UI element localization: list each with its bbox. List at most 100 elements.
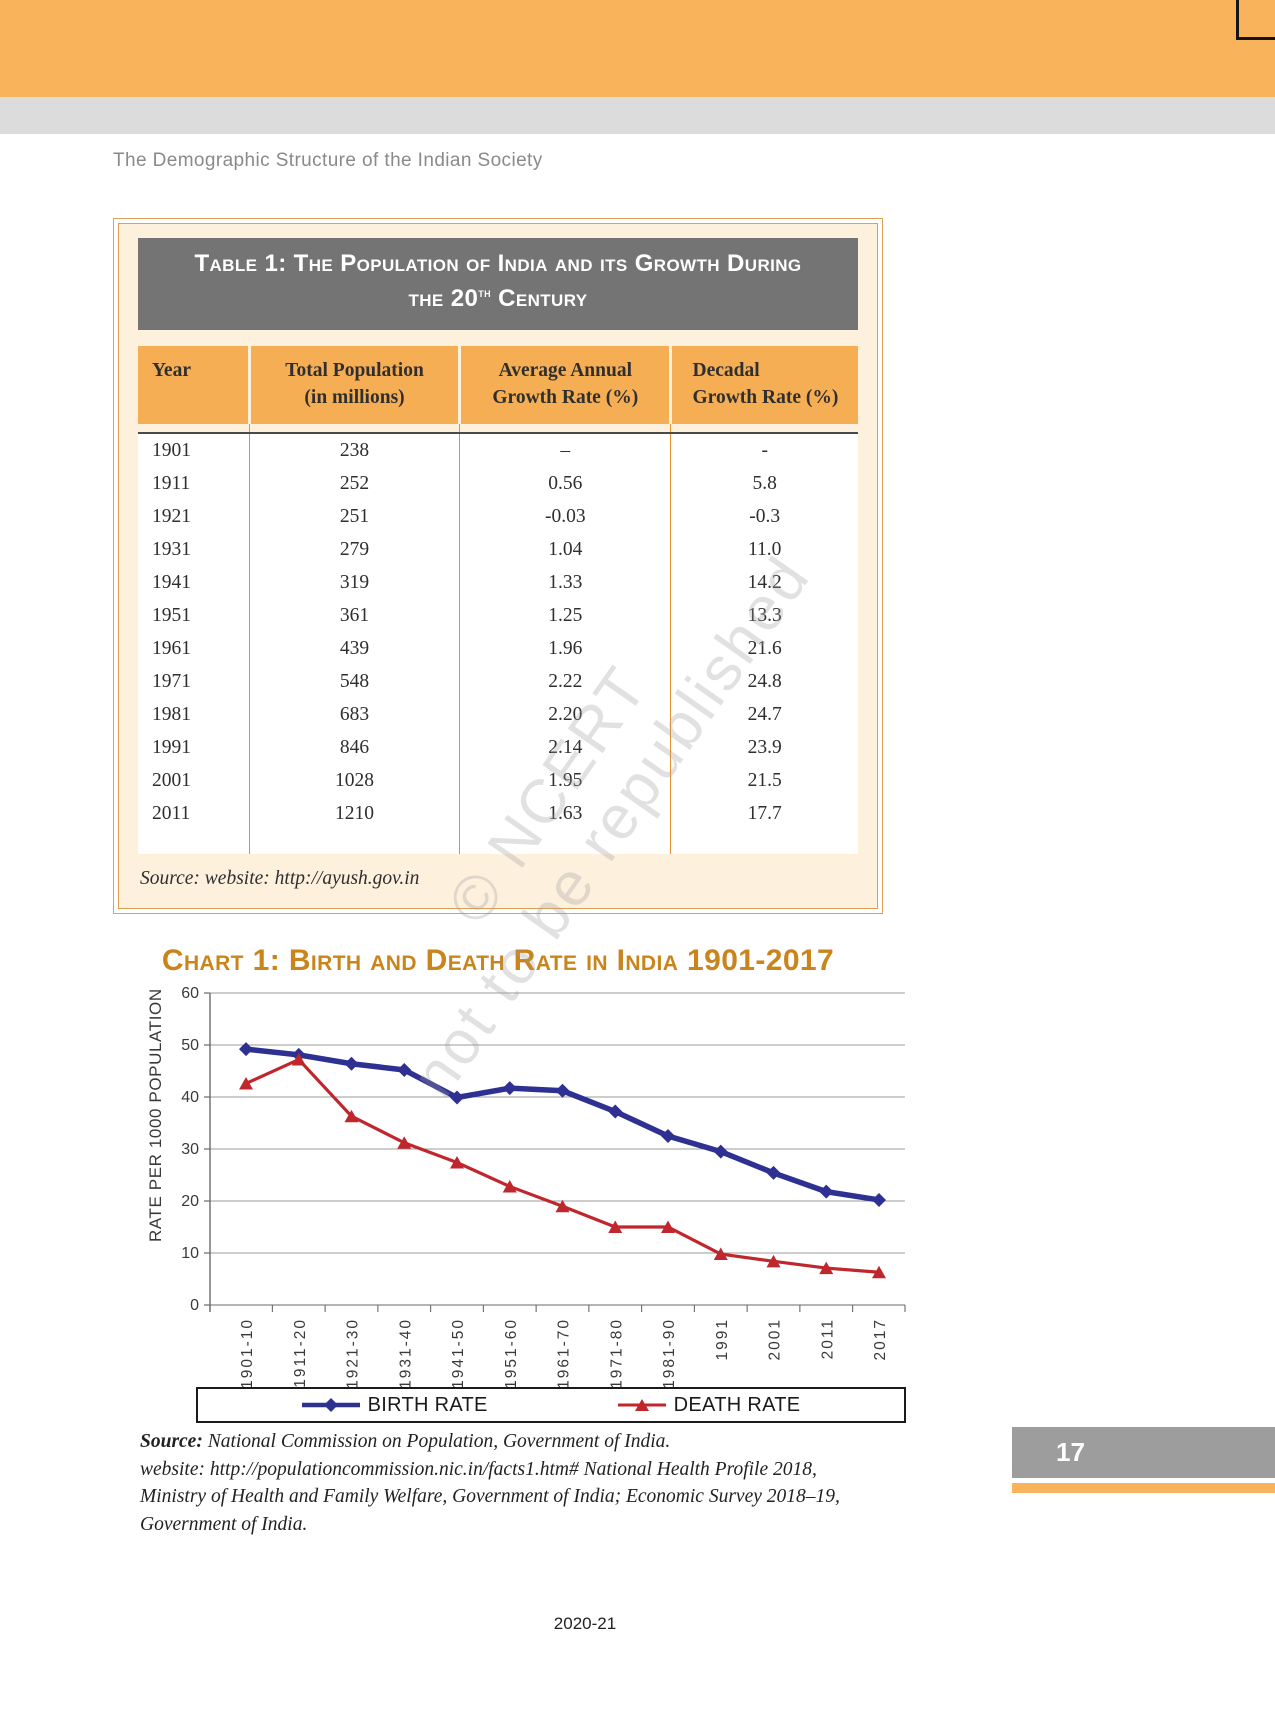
birth-rate-marker-icon <box>301 1398 360 1412</box>
table-title: Table 1: The Population of India and its… <box>138 238 858 330</box>
column-header-decadal-growth: Decadal Growth Rate (%) <box>669 345 858 425</box>
table-row: 1991 846 2.14 23.9 <box>138 731 858 765</box>
table-cell: 17.7 <box>670 797 858 831</box>
table-cell: 2001 <box>138 764 250 798</box>
column-header-year: Year <box>138 345 250 425</box>
table-cell: 279 <box>248 533 460 567</box>
table-cell: 21.6 <box>670 632 858 666</box>
table-cell: 1961 <box>138 632 250 666</box>
table-row: 1921 251 -0.03 -0.3 <box>138 500 858 534</box>
svg-text:1901-10: 1901-10 <box>239 1318 256 1389</box>
table-cell: 1981 <box>138 698 250 732</box>
svg-text:50: 50 <box>181 1037 199 1054</box>
table-cell: 238 <box>248 432 460 468</box>
table-cell: 1971 <box>138 665 250 699</box>
table-cell: 683 <box>248 698 460 732</box>
table-cell <box>459 424 671 434</box>
population-table: Year Total Population (in millions) Avera… <box>138 345 858 855</box>
header-subbar <box>0 97 1275 134</box>
table-row: 1911 252 0.56 5.8 <box>138 467 858 501</box>
table-cell <box>248 424 460 434</box>
table-cell: 13.3 <box>670 599 858 633</box>
birth-rate-legend-label: BIRTH RATE <box>367 1393 488 1416</box>
chart-canvas: 0 10 20 30 40 50 60 1901-10 1911-20 1921-30 1931-4… <box>181 985 906 1389</box>
table-row: 1931 279 1.04 11.0 <box>138 533 858 567</box>
svg-text:20: 20 <box>181 1193 199 1210</box>
table-cell: -0.03 <box>459 500 671 534</box>
svg-text:30: 30 <box>181 1141 199 1158</box>
table-1-box: Table 1: The Population of India and its… <box>113 218 883 915</box>
running-head: The Demographic Structure of the Indian … <box>113 150 543 171</box>
table-cell: – <box>459 432 671 468</box>
population-table-body: 1901 238– -1911 252 0.56 5.8 1921 251 -0.03 -0.3 1… <box>138 424 858 855</box>
table-cell: 2011 <box>138 797 250 831</box>
table-cell: - <box>670 432 858 468</box>
table-cell <box>248 830 460 855</box>
table-row: 1901 238– - <box>138 432 858 468</box>
svg-text:1951-60: 1951-60 <box>503 1318 520 1389</box>
footer-year: 2020-21 <box>553 1614 617 1633</box>
chart-source-line3: Ministry of Health and Family Welfare, G… <box>140 1486 840 1508</box>
table-cell: 1210 <box>248 797 460 831</box>
table-cell: 1.96 <box>459 632 671 666</box>
table-cell: 548 <box>248 665 460 699</box>
table-source: Source: website: http://ayush.gov.in <box>140 868 420 890</box>
table-cell: 2.14 <box>459 731 671 765</box>
chart-source: Source: National Commission on Populatio… <box>140 1428 910 1539</box>
table-cell: 252 <box>248 467 460 501</box>
svg-text:10: 10 <box>181 1245 199 1262</box>
table-row: 2011 1210 1.63 17.7 <box>138 797 858 831</box>
table-title-line2: the 20th Century <box>408 284 588 312</box>
birth-rate-legend-item: BIRTH RATE <box>301 1393 488 1417</box>
death-rate-legend-item: DEATH RATE <box>617 1393 801 1417</box>
table-row: 1981 683 2.20 24.7 <box>138 698 858 732</box>
svg-text:1981-90: 1981-90 <box>661 1318 678 1389</box>
table-cell: 846 <box>248 731 460 765</box>
svg-text:40: 40 <box>181 1089 199 1106</box>
table-cell: 439 <box>248 632 460 666</box>
table-title-line1: Table 1: The Population of India and its… <box>194 250 802 277</box>
chart-title: Chart 1: Birth and Death Rate in India 1… <box>161 944 835 977</box>
table-cell: 361 <box>248 599 460 633</box>
table-cell <box>670 424 858 434</box>
table-cell: 24.8 <box>670 665 858 699</box>
table-cell: 5.8 <box>670 467 858 501</box>
table-cell: 1.04 <box>459 533 671 567</box>
table-cell: 319 <box>248 566 460 600</box>
svg-text:1941-50: 1941-50 <box>450 1318 467 1389</box>
table-cell: 1.25 <box>459 599 671 633</box>
table-row: 1941 319 1.33 14.2 <box>138 566 858 600</box>
svg-text:0: 0 <box>190 1297 199 1314</box>
table-cell: 1941 <box>138 566 250 600</box>
table-row: 1961 439 1.96 21.6 <box>138 632 858 666</box>
chart-source-label: Source: <box>140 1431 203 1452</box>
table-cell: 14.2 <box>670 566 858 600</box>
table-cell: 1028 <box>248 764 460 798</box>
svg-text:2011: 2011 <box>819 1318 836 1359</box>
corner-marker <box>1236 0 1275 40</box>
svg-text:60: 60 <box>181 985 199 1002</box>
death-rate-marker-icon <box>617 1399 666 1411</box>
table-cell <box>670 830 858 855</box>
chart-source-line1: Source: National Commission on Populatio… <box>140 1431 671 1452</box>
table-cell: 21.5 <box>670 764 858 798</box>
table-cell: 2.22 <box>459 665 671 699</box>
svg-text:1971-80: 1971-80 <box>608 1318 625 1389</box>
table-cell: 1.95 <box>459 764 671 798</box>
svg-text:1991: 1991 <box>714 1318 731 1360</box>
table-1-box-inner: Table 1: The Population of India and its… <box>118 223 878 910</box>
table-cell: 251 <box>248 500 460 534</box>
superscript-th: th <box>478 284 492 300</box>
svg-text:1921-30: 1921-30 <box>345 1318 362 1389</box>
page-tab-strip <box>1012 1483 1275 1493</box>
svg-text:1961-70: 1961-70 <box>556 1318 573 1389</box>
table-cell: 1991 <box>138 731 250 765</box>
column-header-total-population: Total Population (in millions) <box>247 345 460 425</box>
column-header-average-annual-growth: Average Annual Growth Rate (%) <box>458 345 671 425</box>
chart-source-line4: Government of India. <box>140 1514 308 1536</box>
table-cell: 24.7 <box>670 698 858 732</box>
header-bar <box>0 0 1275 97</box>
table-cell: 1921 <box>138 500 250 534</box>
death-rate-legend-label: DEATH RATE <box>673 1393 801 1416</box>
table-cell: 1.33 <box>459 566 671 600</box>
